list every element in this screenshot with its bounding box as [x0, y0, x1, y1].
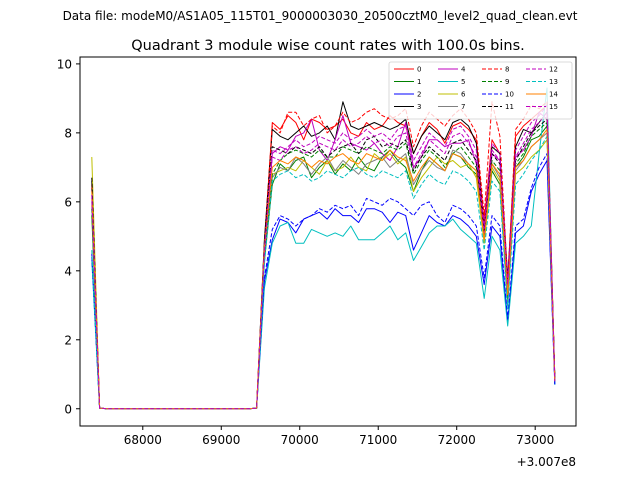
x-tick-label: 72000 — [438, 433, 476, 447]
x-tick-label: 73000 — [516, 433, 554, 447]
legend-label-6: 6 — [461, 91, 466, 99]
legend-label-8: 8 — [505, 66, 509, 74]
legend-label-12: 12 — [549, 66, 558, 74]
x-axis: 68000 69000 70000 71000 72000 73000 — [124, 426, 554, 447]
legend-label-13: 13 — [549, 78, 558, 86]
legend-label-3: 3 — [417, 103, 421, 111]
legend-box — [388, 61, 573, 120]
suptitle: Data file: modeM0/AS1A05_115T01_90000030… — [63, 9, 578, 23]
legend-label-4: 4 — [461, 66, 466, 74]
x-tick-label: 71000 — [359, 433, 397, 447]
legend-label-10: 10 — [505, 91, 514, 99]
plot-frame — [79, 56, 577, 427]
legend-label-5: 5 — [461, 78, 465, 86]
x-tick-label: 68000 — [124, 433, 162, 447]
legend-label-0: 0 — [417, 66, 421, 74]
series-line-13 — [91, 135, 556, 410]
legend-label-11: 11 — [505, 103, 514, 111]
series-line-8 — [91, 101, 556, 410]
chart-title: Quadrant 3 module wise count rates with … — [131, 38, 525, 54]
y-tick-label: 10 — [57, 57, 72, 71]
legend-label-14: 14 — [549, 91, 558, 99]
legend-label-9: 9 — [505, 78, 509, 86]
y-tick-label: 8 — [64, 126, 72, 140]
y-tick-label: 4 — [64, 264, 72, 278]
legend-label-1: 1 — [417, 78, 421, 86]
legend-label-7: 7 — [461, 103, 465, 111]
x-offset-label: +3.007e8 — [517, 455, 576, 469]
legend-label-15: 15 — [549, 103, 558, 111]
legend-label-2: 2 — [417, 91, 421, 99]
x-tick-label: 69000 — [202, 433, 240, 447]
series-line-11 — [91, 118, 556, 410]
series-line-15 — [91, 104, 556, 410]
y-tick-label: 6 — [64, 195, 72, 209]
y-axis: 0 2 4 6 8 10 — [57, 57, 80, 416]
y-tick-label: 0 — [64, 402, 72, 416]
y-tick-label: 2 — [64, 333, 72, 347]
series-layer — [91, 87, 556, 410]
x-tick-label: 70000 — [281, 433, 319, 447]
